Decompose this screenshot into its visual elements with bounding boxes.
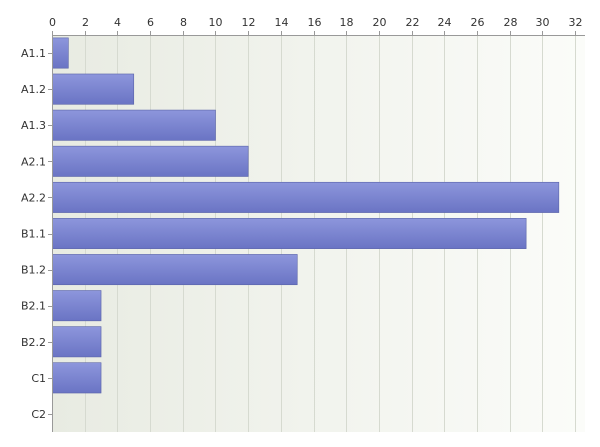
x-tick-label: 2 bbox=[82, 16, 89, 29]
x-tick-label: 10 bbox=[209, 16, 223, 29]
x-tick-label: 30 bbox=[536, 16, 550, 29]
x-tick-label: 32 bbox=[569, 16, 583, 29]
y-category-label: B1.2 bbox=[21, 264, 46, 277]
bar bbox=[52, 326, 102, 358]
bar bbox=[52, 254, 298, 286]
x-tick-label: 26 bbox=[471, 16, 485, 29]
y-category-label: A2.1 bbox=[21, 155, 46, 168]
y-category-label: B2.2 bbox=[21, 336, 46, 349]
y-category-label: A1.1 bbox=[21, 47, 46, 60]
bar bbox=[52, 218, 527, 249]
bars bbox=[52, 37, 560, 394]
x-tick-label: 20 bbox=[373, 16, 387, 29]
y-category-label: A2.2 bbox=[21, 191, 46, 204]
y-category-label: C2 bbox=[31, 408, 46, 421]
x-tick-label: 12 bbox=[242, 16, 256, 29]
bar bbox=[52, 181, 560, 213]
y-category-label: A1.2 bbox=[21, 83, 46, 96]
x-tick-label: 8 bbox=[180, 16, 187, 29]
x-axis-ticks: 0 2 4 6 8 10 12 14 16 18 20 22 24 26 28 30 32 bbox=[49, 16, 583, 35]
bar bbox=[52, 290, 102, 322]
x-tick-label: 0 bbox=[49, 16, 56, 29]
bar bbox=[52, 37, 69, 69]
x-tick-label: 18 bbox=[340, 16, 354, 29]
axes bbox=[52, 35, 585, 432]
y-category-label: A1.3 bbox=[21, 119, 46, 132]
x-tick-label: 4 bbox=[114, 16, 121, 29]
bar bbox=[52, 145, 249, 177]
x-tick-label: 14 bbox=[275, 16, 289, 29]
bar bbox=[52, 362, 102, 394]
x-tick-label: 28 bbox=[504, 16, 518, 29]
y-category-label: C1 bbox=[31, 372, 46, 385]
x-tick-label: 24 bbox=[438, 16, 452, 29]
y-category-label: B1.1 bbox=[21, 228, 46, 241]
bar bbox=[52, 109, 216, 141]
x-tick-label: 22 bbox=[406, 16, 420, 29]
y-category-label: B2.1 bbox=[21, 300, 46, 313]
x-tick-label: 16 bbox=[308, 16, 322, 29]
y-axis-labels: A1.1 A1.2 A1.3 A2.1 A2.2 B1.1 B1.2 B2.1 B2.2 C1 C2 bbox=[21, 47, 52, 421]
bar bbox=[52, 73, 135, 105]
x-tick-label: 6 bbox=[147, 16, 154, 29]
